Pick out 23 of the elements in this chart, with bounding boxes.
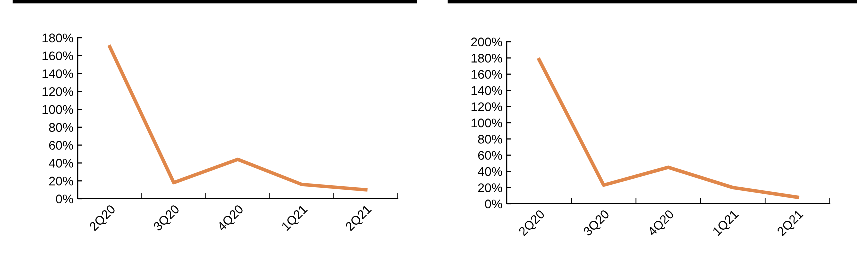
y-tick-label: 60% <box>49 141 74 150</box>
y-tick-label: 80% <box>478 135 502 144</box>
line-series <box>538 58 800 200</box>
y-tick-label: 100% <box>472 118 502 128</box>
y-tick-label: 20% <box>49 176 74 186</box>
y-tick-label: 180% <box>42 34 74 43</box>
y-tick-label: 0% <box>56 194 74 204</box>
y-tick-label: 200% <box>471 38 502 47</box>
y-tick-label: 140% <box>472 86 502 96</box>
y-tick-label: 40% <box>478 167 502 176</box>
y-tick-label: 60% <box>478 151 502 160</box>
y-tick-label: 120% <box>472 102 502 112</box>
y-tick-label: 80% <box>49 123 74 132</box>
y-tick-label: 140% <box>42 70 74 78</box>
y-tick-label: 160% <box>472 70 502 80</box>
y-tick-label: 40% <box>49 159 74 168</box>
y-tick-label: 180% <box>472 54 502 63</box>
y-tick-label: 160% <box>42 52 74 61</box>
y-tick-label: 100% <box>42 105 74 114</box>
y-tick-label: 120% <box>42 87 74 96</box>
y-tick-label: 0% <box>485 200 502 209</box>
line-series <box>108 45 368 192</box>
y-tick-label: 20% <box>478 184 502 192</box>
